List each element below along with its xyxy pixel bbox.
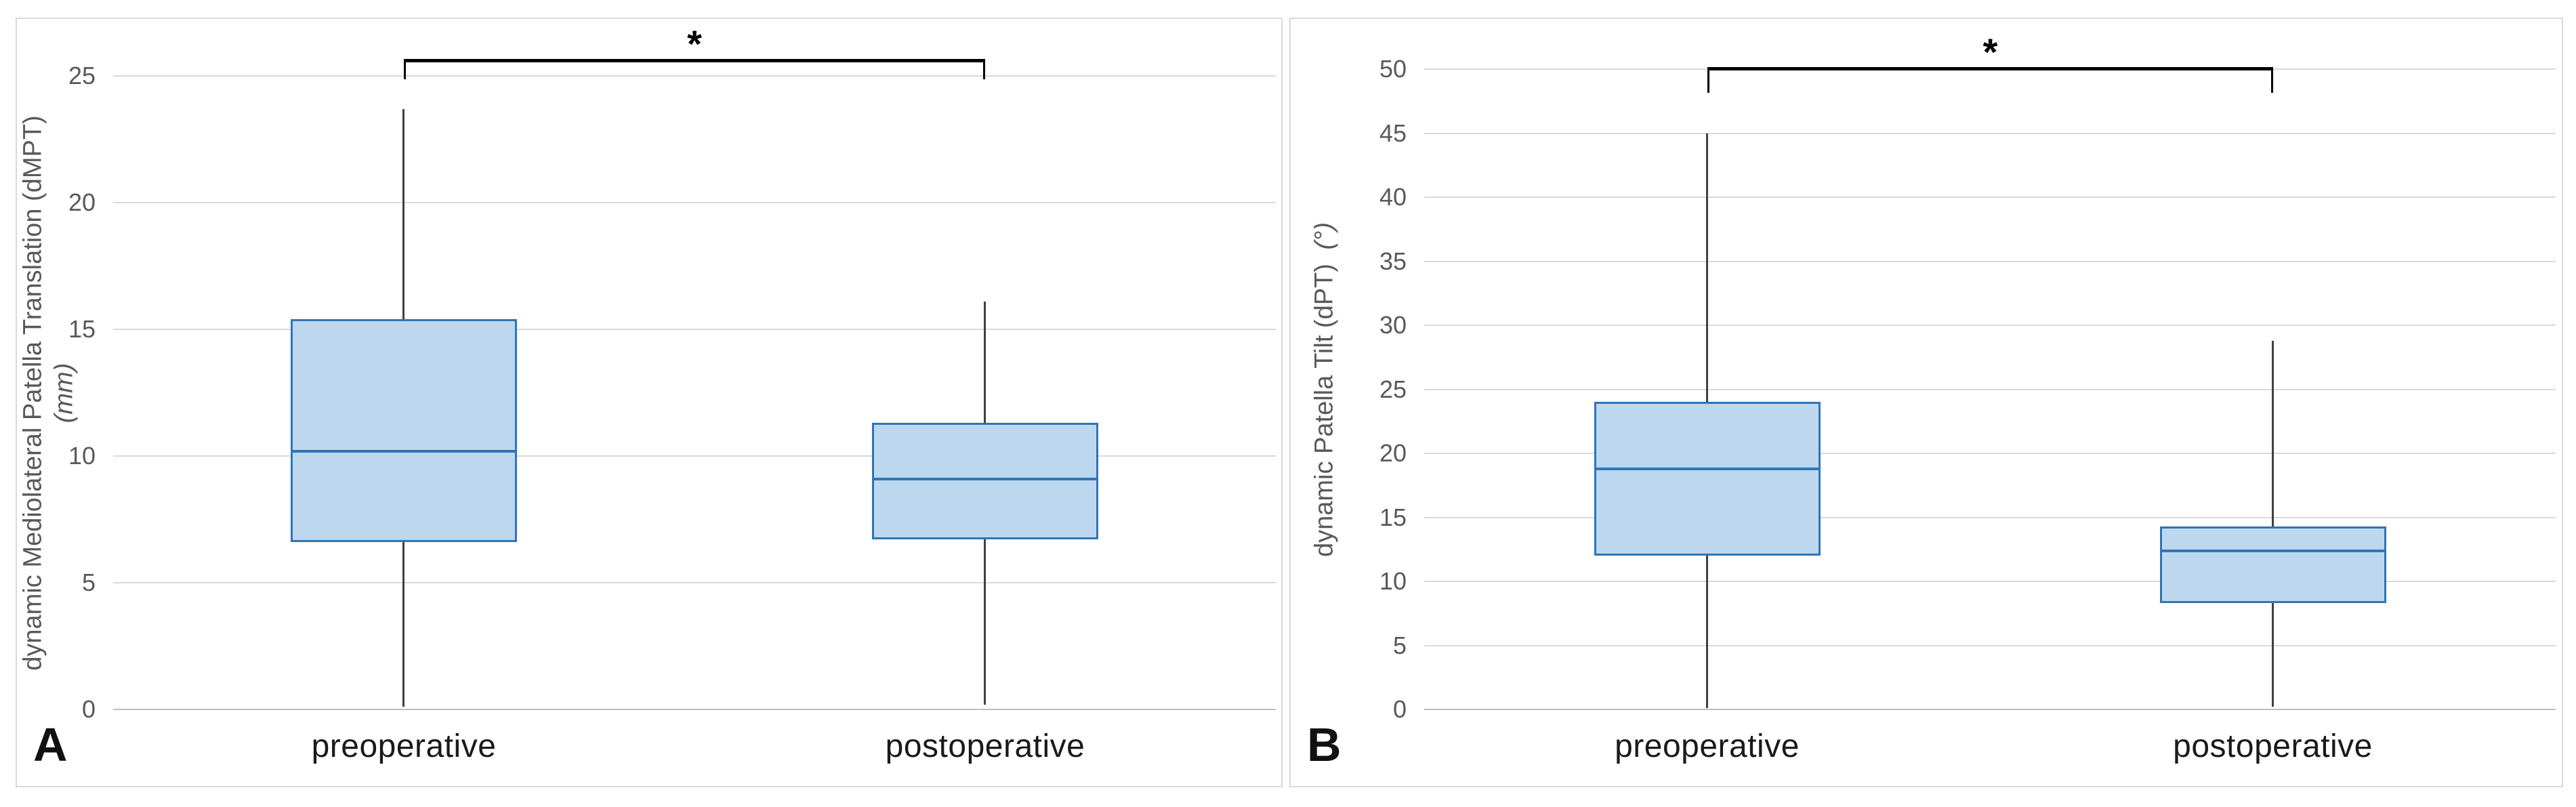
y-axis-unit-A: (mm) <box>49 363 79 423</box>
y-tick-label-40: 40 <box>1379 183 1407 211</box>
y-tick-label-15: 15 <box>1379 503 1407 531</box>
gridline-25 <box>1424 388 2556 390</box>
category-label-postoperative: postoperative <box>2173 728 2373 764</box>
y-tick-label-35: 35 <box>1379 247 1407 275</box>
y-tick-label-25: 25 <box>68 62 96 89</box>
bracket-tick-A-0 <box>404 59 406 79</box>
gridline-10 <box>113 455 1276 457</box>
significance-bracket-A <box>404 59 985 62</box>
y-tick-label-45: 45 <box>1379 119 1407 147</box>
y-tick-label-5: 5 <box>1392 631 1407 659</box>
median-A-preoperative <box>293 449 515 453</box>
bracket-tick-A-1 <box>983 59 985 79</box>
box-B-postoperative <box>2160 526 2386 604</box>
y-tick-label-0: 0 <box>81 695 96 723</box>
gridline-10 <box>1424 581 2556 582</box>
category-label-postoperative: postoperative <box>885 728 1085 764</box>
y-tick-label-20: 20 <box>68 188 96 216</box>
y-tick-label-20: 20 <box>1379 439 1407 467</box>
y-tick-label-50: 50 <box>1379 55 1407 83</box>
median-B-postoperative <box>2162 549 2384 552</box>
gridline-45 <box>1424 132 2556 134</box>
category-label-preoperative: preoperative <box>1615 728 1800 764</box>
gridline-0 <box>1424 709 2556 710</box>
category-label-preoperative: preoperative <box>311 728 497 764</box>
gridline-5 <box>113 582 1276 583</box>
box-B-preoperative <box>1594 402 1821 556</box>
box-A-preoperative <box>291 319 517 543</box>
y-tick-label-10: 10 <box>1379 567 1407 595</box>
y-tick-label-0: 0 <box>1392 695 1407 723</box>
gridline-25 <box>113 75 1276 77</box>
y-tick-label-25: 25 <box>1379 375 1407 403</box>
gridline-5 <box>1424 644 2556 646</box>
gridline-0 <box>113 709 1276 710</box>
median-A-postoperative <box>874 477 1096 480</box>
y-axis-unit-B: (°) <box>1310 222 1339 250</box>
y-tick-label-30: 30 <box>1379 311 1407 339</box>
panel-A: dynamic Mediolateral Patella Translation… <box>16 18 1283 787</box>
gridline-40 <box>1424 196 2556 198</box>
y-axis-title-A: dynamic Mediolateral Patella Translation… <box>18 77 80 710</box>
panel-B: dynamic Patella Tilt (dPT) (°) B 0 5 10 15 2… <box>1289 18 2563 787</box>
whisker-B-postoperative <box>2272 340 2274 707</box>
gridline-30 <box>1424 325 2556 326</box>
gridline-15 <box>1424 516 2556 518</box>
y-tick-label-15: 15 <box>68 315 96 343</box>
panel-letter-B: B <box>1307 718 1342 771</box>
box-A-postoperative <box>872 423 1098 540</box>
bracket-tick-B-1 <box>2271 67 2273 93</box>
y-tick-label-5: 5 <box>81 568 96 596</box>
significance-bracket-B <box>1707 67 2273 70</box>
significance-asterisk-A: * <box>687 22 702 65</box>
panel-letter-A: A <box>33 718 68 771</box>
bracket-tick-B-0 <box>1707 67 1709 93</box>
y-tick-label-10: 10 <box>68 442 96 470</box>
significance-asterisk-B: * <box>1982 30 1998 73</box>
gridline-35 <box>1424 260 2556 262</box>
median-B-preoperative <box>1596 467 1819 470</box>
gridline-15 <box>113 329 1276 330</box>
gridline-20 <box>113 202 1276 203</box>
gridline-20 <box>1424 453 2556 454</box>
